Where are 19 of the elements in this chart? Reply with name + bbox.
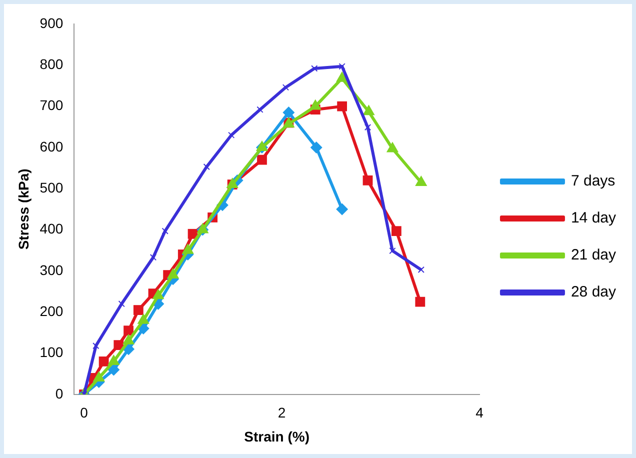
y-tick-label: 400 xyxy=(40,220,64,237)
y-tick-label: 300 xyxy=(40,262,64,278)
legend-label: 7 days xyxy=(570,172,616,190)
y-tick-label: 700 xyxy=(40,97,64,114)
y-tick-label: 0 xyxy=(55,385,64,402)
x-axis-title: Strain (%) xyxy=(244,428,310,444)
legend-label: 14 day xyxy=(570,210,616,227)
y-tick-label: 100 xyxy=(40,344,64,360)
y-tick-label: 600 xyxy=(40,138,64,154)
legend-label: 21 day xyxy=(570,246,616,264)
y-axis-title: Stress (kPa) xyxy=(15,168,32,250)
x-tick-label: 2 xyxy=(278,404,286,421)
legend-label: 28 day xyxy=(570,284,616,301)
y-tick-label: 200 xyxy=(40,302,64,319)
y-tick-label: 800 xyxy=(40,56,64,72)
y-tick-label: 500 xyxy=(40,179,64,196)
x-tick-label: 4 xyxy=(476,404,484,421)
x-tick-label: 0 xyxy=(80,404,88,421)
y-tick-label: 900 xyxy=(40,14,64,31)
